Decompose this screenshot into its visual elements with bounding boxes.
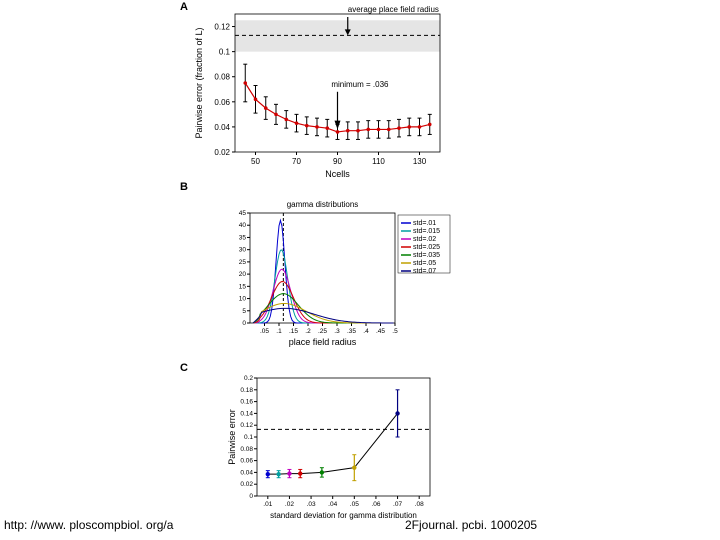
svg-text:0.04: 0.04 bbox=[214, 123, 230, 132]
svg-text:.2: .2 bbox=[305, 328, 311, 335]
panel-b: B gamma distributions.05.1.15.2.25.3.35.… bbox=[225, 195, 455, 350]
svg-text:0.12: 0.12 bbox=[240, 422, 253, 429]
svg-text:0: 0 bbox=[242, 320, 246, 327]
svg-text:standard deviation for gamma d: standard deviation for gamma distributio… bbox=[270, 511, 417, 520]
svg-text:5: 5 bbox=[242, 308, 246, 315]
svg-text:25: 25 bbox=[239, 259, 247, 266]
svg-text:gamma distributions: gamma distributions bbox=[287, 200, 359, 209]
svg-text:0.06: 0.06 bbox=[240, 458, 253, 465]
svg-text:.35: .35 bbox=[347, 328, 356, 335]
svg-text:.01: .01 bbox=[263, 501, 272, 508]
svg-text:0.18: 0.18 bbox=[240, 387, 253, 394]
panel-a: A 5070901101300.020.040.060.080.10.12ave… bbox=[190, 2, 450, 177]
svg-text:.25: .25 bbox=[318, 328, 327, 335]
svg-text:std=.015: std=.015 bbox=[413, 228, 440, 235]
svg-text:.06: .06 bbox=[371, 501, 380, 508]
svg-text:15: 15 bbox=[239, 283, 247, 290]
svg-text:0.06: 0.06 bbox=[214, 98, 230, 107]
panel-a-chart: 50 70 90 110 130 0.02 0.04 0.06 0.08 0.1 0.12 avera… bbox=[190, 2, 450, 177]
svg-text:place field radius: place field radius bbox=[289, 337, 357, 347]
panel-b-chart: gamma distributions .05 .1 .15 .2 .25 .3 .35 .4.… bbox=[225, 195, 455, 350]
panel-b-label: B bbox=[180, 181, 188, 193]
svg-text:.02: .02 bbox=[285, 501, 294, 508]
footer-url-left: http: //www. ploscompbiol. org/a bbox=[4, 518, 173, 532]
svg-text:std=.07: std=.07 bbox=[413, 268, 436, 275]
svg-text:50: 50 bbox=[251, 157, 260, 166]
svg-text:0.2: 0.2 bbox=[244, 375, 253, 382]
svg-text:Pairwise error (fraction of L): Pairwise error (fraction of L) bbox=[194, 27, 204, 138]
svg-text:0.02: 0.02 bbox=[240, 481, 253, 488]
panel-a-label: A bbox=[180, 1, 188, 13]
footer-url-right: 2Fjournal. pcbi. 1000205 bbox=[405, 518, 537, 532]
svg-text:0.14: 0.14 bbox=[240, 410, 253, 417]
svg-text:.05: .05 bbox=[350, 501, 359, 508]
svg-text:std=.025: std=.025 bbox=[413, 244, 440, 251]
svg-text:0.16: 0.16 bbox=[240, 399, 253, 406]
svg-text:.05: .05 bbox=[260, 328, 269, 335]
svg-text:Pairwise error: Pairwise error bbox=[227, 409, 237, 465]
svg-text:.5: .5 bbox=[392, 328, 398, 335]
svg-text:0.08: 0.08 bbox=[214, 73, 230, 82]
svg-text:10: 10 bbox=[239, 296, 247, 303]
svg-text:average place field radius: average place field radius bbox=[348, 5, 439, 14]
svg-text:Ncells: Ncells bbox=[325, 169, 350, 177]
svg-text:std=.01: std=.01 bbox=[413, 220, 436, 227]
svg-text:std=.05: std=.05 bbox=[413, 260, 436, 267]
panel-c-chart: .01 .02 .03 .04 .05 .06 .07 .08 0 0.02 0.04 0.06 0.0… bbox=[225, 368, 445, 523]
svg-text:.45: .45 bbox=[376, 328, 385, 335]
svg-text:.15: .15 bbox=[289, 328, 298, 335]
svg-text:.07: .07 bbox=[393, 501, 402, 508]
svg-text:minimum = .036: minimum = .036 bbox=[331, 80, 389, 89]
svg-text:.03: .03 bbox=[307, 501, 316, 508]
svg-text:20: 20 bbox=[239, 271, 247, 278]
svg-text:.3: .3 bbox=[334, 328, 340, 335]
svg-text:130: 130 bbox=[413, 157, 427, 166]
svg-text:.1: .1 bbox=[276, 328, 282, 335]
panel-c-label: C bbox=[180, 362, 188, 374]
svg-text:0.12: 0.12 bbox=[214, 23, 230, 32]
svg-text:0.1: 0.1 bbox=[219, 48, 231, 57]
svg-text:70: 70 bbox=[292, 157, 301, 166]
svg-text:0.08: 0.08 bbox=[240, 446, 253, 453]
svg-text:0: 0 bbox=[249, 493, 253, 500]
svg-text:std=.02: std=.02 bbox=[413, 236, 436, 243]
svg-text:90: 90 bbox=[333, 157, 342, 166]
panel-c: C .01.02.03.04.05.06.07.0800.020.040.060… bbox=[225, 368, 445, 523]
svg-text:45: 45 bbox=[239, 210, 247, 217]
svg-text:.4: .4 bbox=[363, 328, 369, 335]
svg-text:std=.035: std=.035 bbox=[413, 252, 440, 259]
svg-text:40: 40 bbox=[239, 222, 247, 229]
svg-text:.04: .04 bbox=[328, 501, 337, 508]
svg-text:30: 30 bbox=[239, 247, 247, 254]
svg-text:0.02: 0.02 bbox=[214, 148, 230, 157]
svg-text:0.04: 0.04 bbox=[240, 469, 253, 476]
panel-b-legend: std=.01std=.015std=.02std=.025std=.035st… bbox=[398, 215, 450, 275]
svg-text:0.1: 0.1 bbox=[244, 434, 253, 441]
svg-text:110: 110 bbox=[372, 157, 385, 166]
svg-text:.08: .08 bbox=[415, 501, 424, 508]
svg-text:35: 35 bbox=[239, 234, 247, 241]
